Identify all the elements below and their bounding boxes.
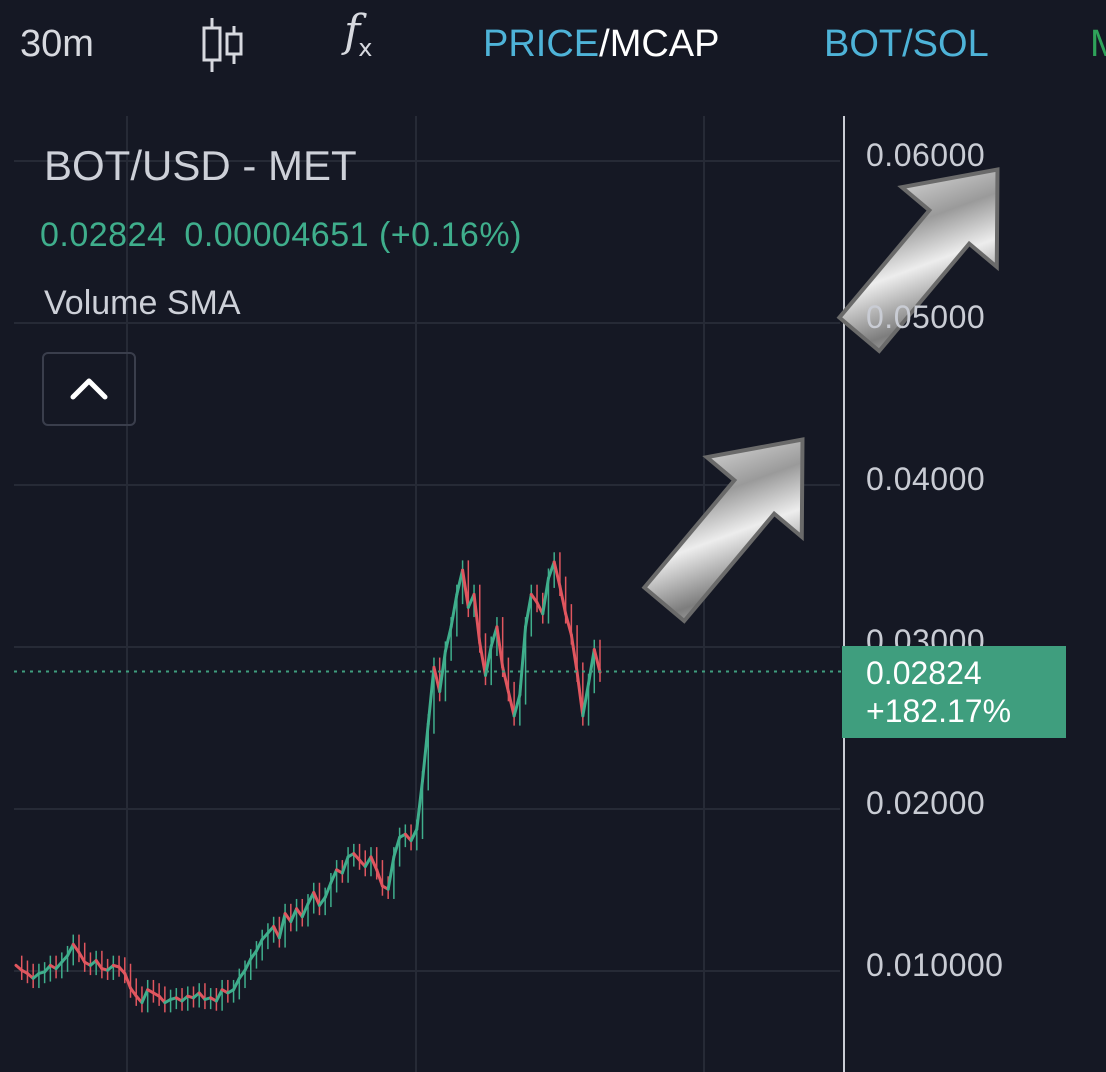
toggle-separator: / [599,23,610,65]
price-segment [375,868,384,888]
mcap-option[interactable]: MCAP [609,23,720,65]
price-segment [323,881,333,899]
price-segment [312,890,321,907]
price-segment [77,950,87,964]
price-segment [495,625,505,669]
chart-grid [14,116,840,1072]
price-segment [421,722,430,783]
price-segment [506,690,516,718]
price-segment [592,647,602,674]
price-segment [386,855,396,891]
collapse-legend-button[interactable] [42,352,136,426]
price-segment [569,633,579,674]
price-mcap-toggle[interactable]: PRICE/MCAP [483,22,720,66]
price-segment [409,827,419,843]
price-segment [129,986,138,998]
price-segment [71,942,81,954]
chart-toolbar: 30m fx PRICE/MCAP BOT/SOL M [0,0,1106,90]
price-segment [243,957,253,972]
price-segment [94,959,104,971]
price-segment [306,890,316,906]
fx-main: f [344,6,361,57]
price-segment [140,988,150,1005]
price-tag-change: +182.17% [866,693,1012,729]
volume-sma-label[interactable]: Volume SMA [44,284,241,322]
price-segment [317,895,327,907]
price-segment [277,912,287,940]
legend-change: 0.00004651 (+0.16%) [184,216,522,254]
price-segment [232,976,241,992]
price-segment [443,625,453,653]
price-segment [581,682,591,718]
price-segment [546,560,556,580]
arrow-up-icon-lower [641,437,805,624]
price-chart[interactable] [0,90,1106,1072]
legend-values: 0.02824 0.00004651 (+0.16%) [40,216,540,255]
candlestick-icon[interactable] [198,14,248,86]
price-tag-value: 0.02824 [866,655,982,691]
price-segment [289,907,299,924]
price-segment [512,693,522,718]
price-segment [529,592,539,604]
pair-toggle[interactable]: BOT/SOL [824,23,989,65]
price-segment [300,902,310,919]
price-segment [66,942,75,958]
price-series [14,552,602,1013]
price-segment [426,665,436,726]
price-axis-label: 0.02000 [866,785,986,821]
price-segment [340,855,350,875]
price-segment [518,625,528,697]
price-segment [392,835,402,859]
price-segment [558,584,568,616]
price-segment [587,647,596,685]
price-segment [432,665,442,694]
price-segment [249,949,258,961]
chevron-up-icon [70,378,108,400]
price-segment [363,855,373,869]
price-segment [478,641,487,677]
interval-selector[interactable]: 30m [20,23,94,65]
price-segment [415,779,425,831]
price-segment [541,576,550,616]
legend-price: 0.02824 [40,216,167,254]
current-price-tag: 0.02824 +182.17% [842,646,1066,738]
price-segment [214,988,224,1003]
arrow-up-icon-upper [836,167,1000,354]
price-segment [461,568,470,609]
price-segment [123,971,133,990]
price-segment [254,937,264,953]
price-axis-label: 0.010000 [866,947,1004,983]
price-segment [237,968,247,980]
price-axis-label: 0.05000 [866,299,986,335]
price-segment [552,560,562,588]
price-segment [438,649,447,694]
price-segment [329,868,339,885]
price-axis-label: 0.04000 [866,461,986,497]
chart-legend-title: BOT/USD - MET [44,142,357,189]
price-segment [575,670,585,718]
fx-icon[interactable]: fx [344,10,375,63]
price-option[interactable]: PRICE [483,23,600,65]
price-segment [524,592,533,629]
more-toolbar-item[interactable]: M [1090,23,1106,65]
fx-sub: x [358,34,373,62]
price-segment [455,568,465,596]
price-segment [564,612,573,637]
price-segment [472,592,482,645]
price-axis-label: 0.06000 [866,137,986,173]
price-segment [369,855,379,872]
price-segment [449,592,459,629]
